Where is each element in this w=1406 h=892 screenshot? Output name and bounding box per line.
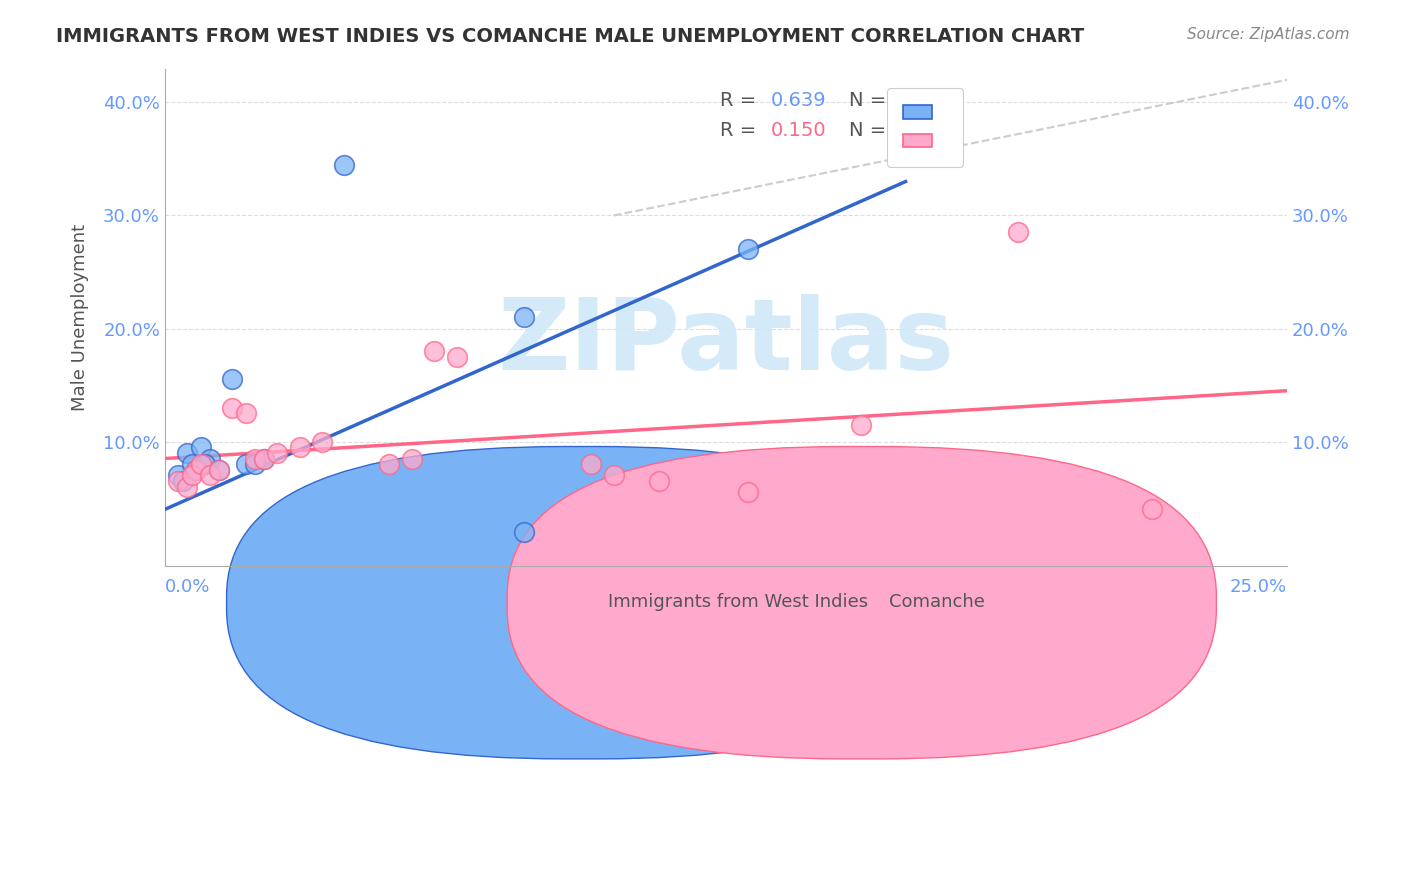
Text: Source: ZipAtlas.com: Source: ZipAtlas.com <box>1187 27 1350 42</box>
Point <box>378 457 401 471</box>
FancyBboxPatch shape <box>508 447 1216 759</box>
Point <box>190 457 212 471</box>
Point <box>849 417 872 432</box>
Text: N =: N = <box>849 91 893 111</box>
Point <box>1142 502 1164 516</box>
Point <box>180 457 202 471</box>
Point <box>221 372 243 386</box>
Point <box>194 457 217 471</box>
Point <box>172 474 194 488</box>
Text: N =: N = <box>849 121 893 140</box>
Point <box>186 463 208 477</box>
Legend: , : , <box>887 88 963 167</box>
Text: 0.150: 0.150 <box>770 121 827 140</box>
Point <box>235 457 257 471</box>
Point <box>190 440 212 454</box>
Point <box>208 463 231 477</box>
Point <box>401 451 423 466</box>
Text: R =: R = <box>720 121 763 140</box>
Point <box>198 468 221 483</box>
Point <box>647 474 669 488</box>
Point <box>235 406 257 420</box>
Point <box>333 158 356 172</box>
Point <box>252 451 274 466</box>
Point <box>180 468 202 483</box>
Point <box>221 401 243 415</box>
Point <box>252 451 274 466</box>
Point <box>446 350 468 364</box>
Point <box>208 463 231 477</box>
Text: 0.0%: 0.0% <box>165 578 211 597</box>
Point <box>311 434 333 449</box>
Point <box>581 457 603 471</box>
Point <box>603 468 626 483</box>
Text: Immigrants from West Indies: Immigrants from West Indies <box>609 593 869 611</box>
Point <box>737 243 759 257</box>
Text: Comanche: Comanche <box>889 593 984 611</box>
Point <box>243 457 266 471</box>
Point <box>243 451 266 466</box>
Point <box>737 485 759 500</box>
Text: 0.639: 0.639 <box>770 91 827 111</box>
Point <box>513 310 536 325</box>
Point <box>266 446 288 460</box>
Point <box>423 344 446 359</box>
Point <box>198 451 221 466</box>
Text: 17: 17 <box>897 91 922 111</box>
Point <box>288 440 311 454</box>
Text: 25: 25 <box>897 121 922 140</box>
Point <box>1007 226 1029 240</box>
Text: R =: R = <box>720 91 763 111</box>
Y-axis label: Male Unemployment: Male Unemployment <box>72 224 89 411</box>
Point <box>167 468 190 483</box>
Point <box>513 524 536 539</box>
Point <box>186 463 208 477</box>
Point <box>176 446 198 460</box>
Text: IMMIGRANTS FROM WEST INDIES VS COMANCHE MALE UNEMPLOYMENT CORRELATION CHART: IMMIGRANTS FROM WEST INDIES VS COMANCHE … <box>56 27 1084 45</box>
Text: 25.0%: 25.0% <box>1230 578 1286 597</box>
FancyBboxPatch shape <box>226 447 936 759</box>
Point <box>167 474 190 488</box>
Text: ZIPatlas: ZIPatlas <box>498 293 955 391</box>
Point <box>176 480 198 494</box>
